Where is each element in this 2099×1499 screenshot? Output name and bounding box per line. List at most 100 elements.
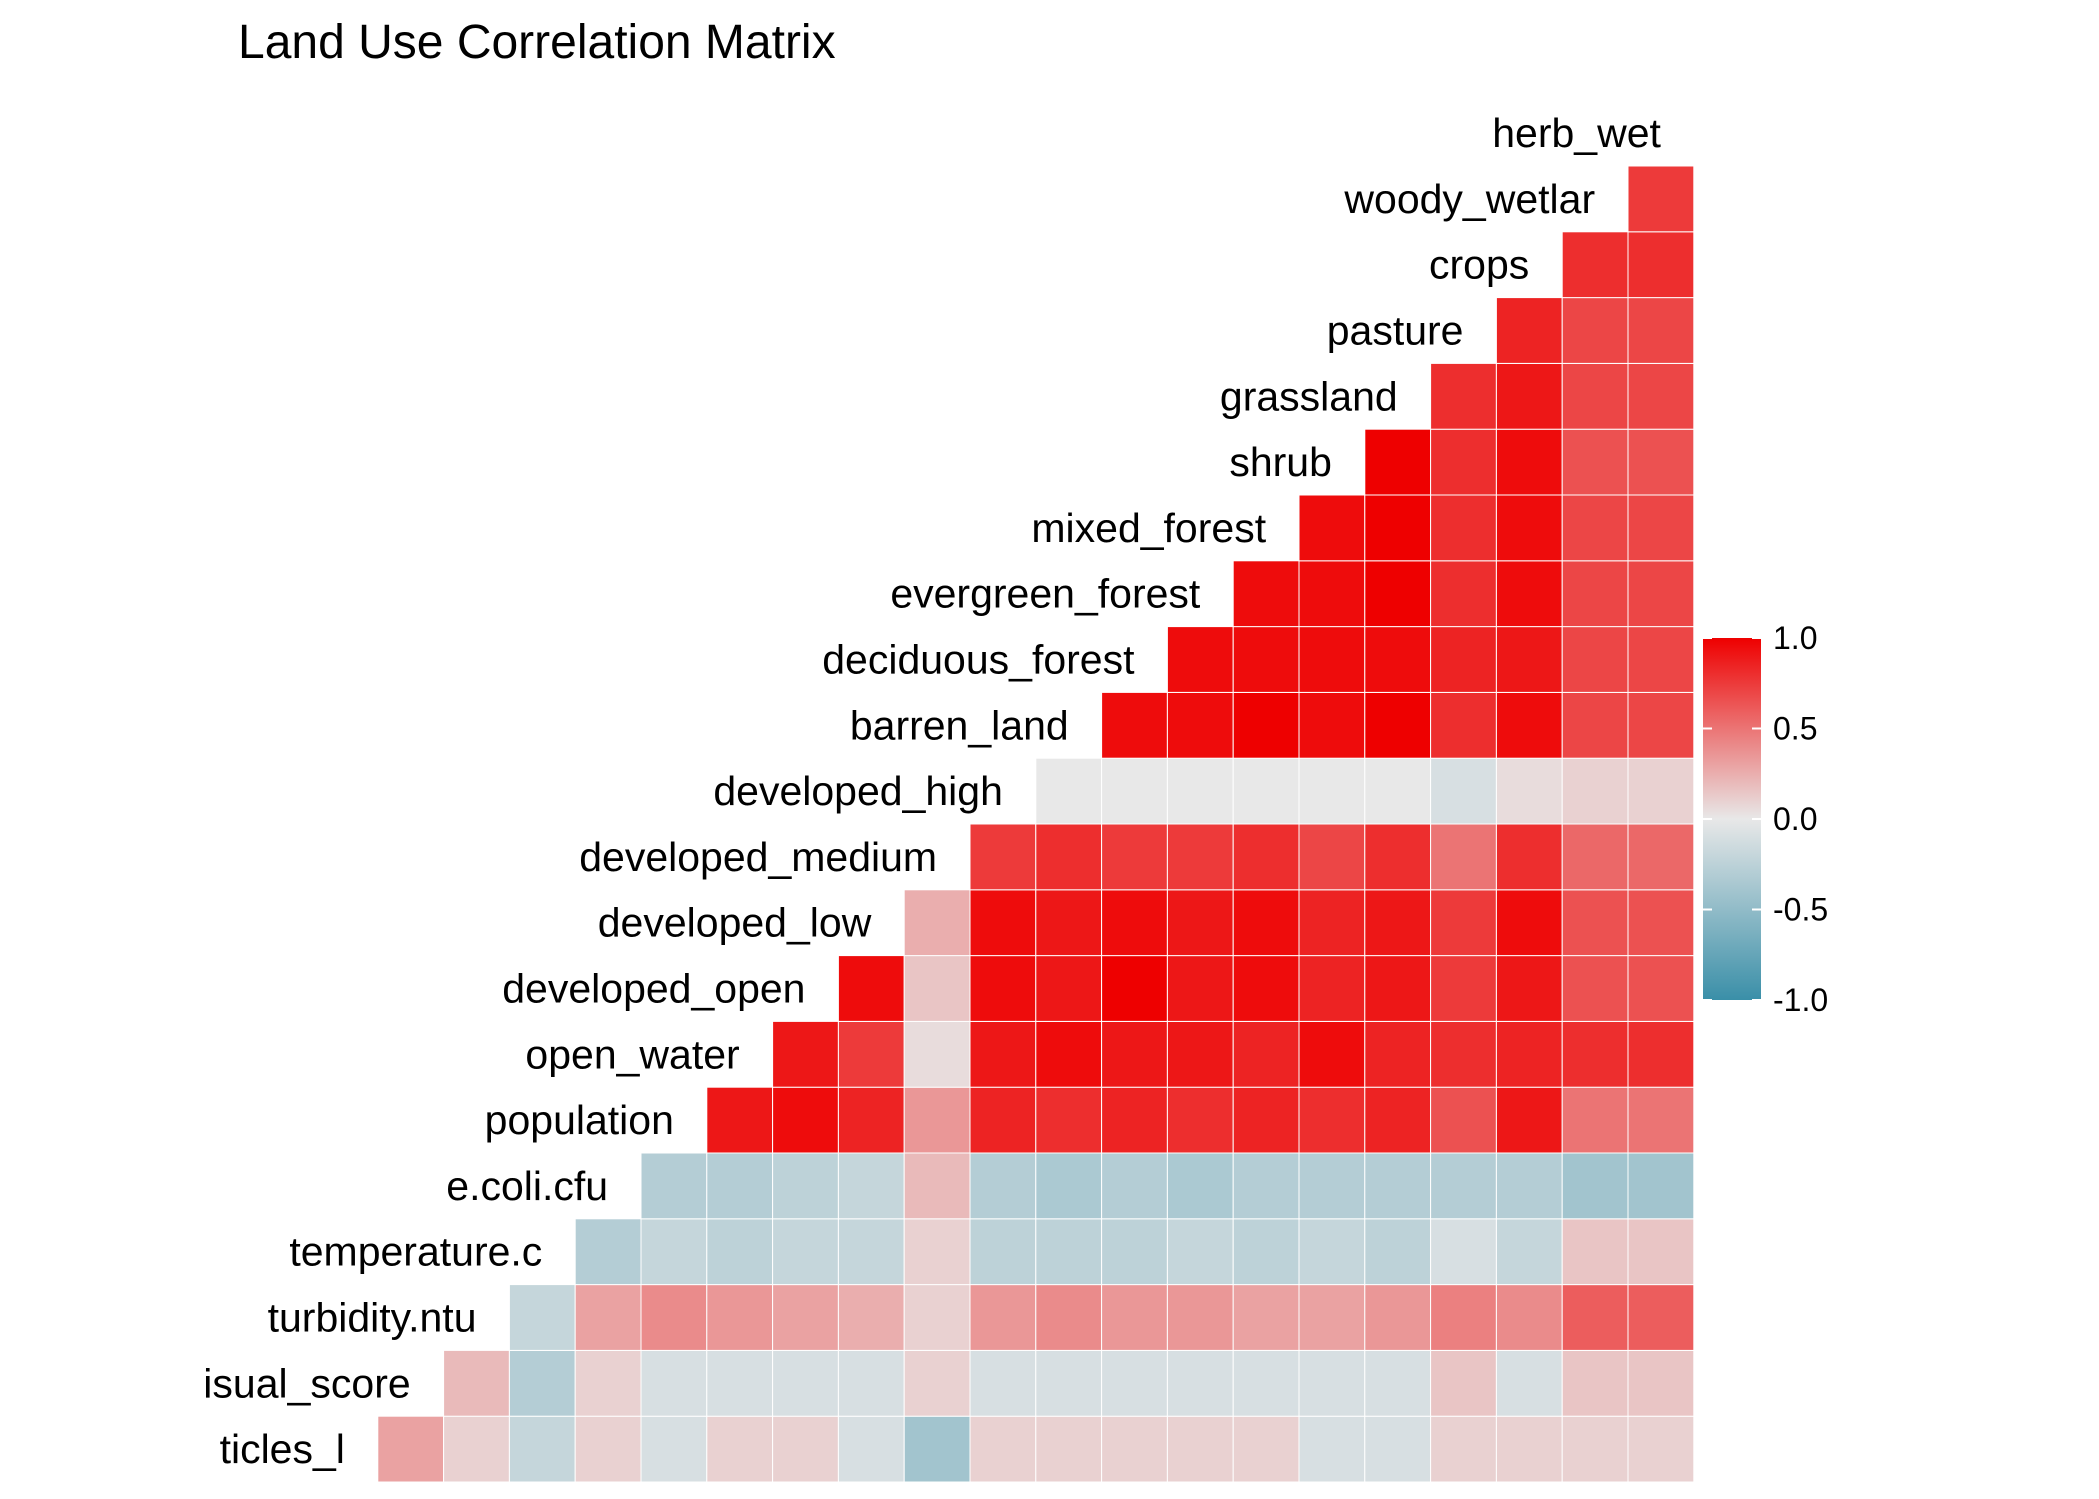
heatmap-cell-developed_low-pasture [1430, 889, 1497, 957]
heatmap-cell-ticles_l-deciduous_forest [1101, 1415, 1168, 1483]
legend-tick-label: -1.0 [1773, 982, 1828, 1018]
heatmap-cell-isual_score-pasture [1430, 1349, 1497, 1417]
heatmap-cell-developed_open-crops [1495, 955, 1563, 1022]
heatmap-cell-ticles_l-isual_score [377, 1415, 445, 1483]
heatmap-cell-e.coli.cfu-developed_open [772, 1152, 839, 1220]
heatmap-cell-population-deciduous_forest [1101, 1086, 1168, 1154]
heatmap-cell-turbidity.ntu-deciduous_forest [1101, 1284, 1168, 1351]
heatmap-cell-developed_low-mixed_forest [1232, 889, 1300, 957]
heatmap-cell-deciduous_forest-herb_wet [1627, 626, 1695, 693]
heatmap-cell-open_water-developed_high [969, 1020, 1037, 1088]
color-legend: 1.0 0.5 0.0 -0.5 -1.0 [1703, 620, 1828, 1018]
heatmap-cell-mixed_forest-woody_wetlar [1561, 494, 1629, 562]
heatmap-cell-turbidity.ntu-barren_land [1035, 1284, 1103, 1351]
heatmap-cell-pasture-woody_wetlar [1561, 297, 1629, 364]
heatmap-cell-isual_score-open_water [706, 1349, 774, 1417]
heatmap-cell-shrub-woody_wetlar [1561, 428, 1629, 496]
variable-label-herb_wet: herb_wet [1492, 110, 1661, 156]
heatmap-cell-population-mixed_forest [1232, 1086, 1300, 1154]
heatmap-cell-temperature.c-crops [1495, 1218, 1563, 1286]
heatmap-cell-population-shrub [1298, 1086, 1366, 1154]
heatmap-cell-developed_high-herb_wet [1627, 757, 1695, 825]
heatmap-cell-deciduous_forest-mixed_forest [1232, 626, 1300, 693]
heatmap-cell-e.coli.cfu-mixed_forest [1232, 1152, 1300, 1220]
heatmap-cell-e.coli.cfu-pasture [1430, 1152, 1497, 1220]
heatmap-cell-temperature.c-mixed_forest [1232, 1218, 1300, 1286]
heatmap-cell-barren_land-grassland [1364, 691, 1432, 759]
heatmap-cell-developed_high-crops [1495, 757, 1563, 825]
heatmap-cell-crops-herb_wet [1627, 231, 1695, 299]
heatmap-cell-mixed_forest-grassland [1364, 494, 1432, 562]
heatmap-cell-turbidity.ntu-mixed_forest [1232, 1284, 1300, 1351]
heatmap-cell-e.coli.cfu-deciduous_forest [1101, 1152, 1168, 1220]
heatmap-cell-developed_high-evergreen_forest [1166, 757, 1234, 825]
heatmap-cell-population-herb_wet [1627, 1086, 1695, 1154]
heatmap-cell-e.coli.cfu-grassland [1364, 1152, 1432, 1220]
heatmap-cell-temperature.c-grassland [1364, 1218, 1432, 1286]
heatmap-cell-developed_high-deciduous_forest [1101, 757, 1168, 825]
heatmap-cell-e.coli.cfu-developed_medium [903, 1152, 971, 1220]
heatmap-cell-developed_medium-barren_land [1035, 823, 1103, 891]
heatmap-cell-population-developed_low [837, 1086, 905, 1154]
heatmap-cell-temperature.c-population [640, 1218, 708, 1286]
heatmap-cell-barren_land-evergreen_forest [1166, 691, 1234, 759]
heatmap-cell-temperature.c-developed_medium [903, 1218, 971, 1286]
heatmap-cell-developed_high-barren_land [1035, 757, 1103, 825]
heatmap-cell-ticles_l-crops [1495, 1415, 1563, 1483]
heatmap-cell-evergreen_forest-grassland [1364, 560, 1432, 628]
heatmap-cell-ticles_l-open_water [706, 1415, 774, 1483]
heatmap-cell-developed_medium-herb_wet [1627, 823, 1695, 891]
heatmap-cell-developed_high-pasture [1430, 757, 1497, 825]
variable-label-ticles_l: ticles_l [220, 1426, 345, 1472]
heatmap-cell-grassland-pasture [1430, 362, 1497, 430]
heatmap-cell-e.coli.cfu-evergreen_forest [1166, 1152, 1234, 1220]
heatmap-cell-turbidity.ntu-open_water [706, 1284, 774, 1351]
heatmap-cell-turbidity.ntu-crops [1495, 1284, 1563, 1351]
heatmap-cell-barren_land-herb_wet [1627, 691, 1695, 759]
heatmap-cell-developed_high-woody_wetlar [1561, 757, 1629, 825]
heatmap-cell-temperature.c-pasture [1430, 1218, 1497, 1286]
heatmap-cell-developed_low-developed_high [969, 889, 1037, 957]
heatmap-cell-developed_open-evergreen_forest [1166, 955, 1234, 1022]
heatmap-cell-temperature.c-developed_low [837, 1218, 905, 1286]
variable-label-developed_low: developed_low [598, 900, 872, 946]
heatmap-cell-turbidity.ntu-developed_medium [903, 1284, 971, 1351]
heatmap-cell-ticles_l-grassland [1364, 1415, 1432, 1483]
heatmap-cell-developed_open-woody_wetlar [1561, 955, 1629, 1022]
heatmap-cell-e.coli.cfu-shrub [1298, 1152, 1366, 1220]
heatmap-cell-deciduous_forest-woody_wetlar [1561, 626, 1629, 693]
variable-label-woody_wetlar: woody_wetlar [1343, 176, 1595, 222]
heatmap-cell-open_water-developed_medium [903, 1020, 971, 1088]
heatmap-cell-population-pasture [1430, 1086, 1497, 1154]
heatmap-cell-open_water-barren_land [1035, 1020, 1103, 1088]
heatmap-cell-isual_score-developed_high [969, 1349, 1037, 1417]
heatmap-cell-developed_open-developed_high [969, 955, 1037, 1022]
variable-label-grassland: grassland [1220, 373, 1398, 419]
heatmap-cell-developed_medium-pasture [1430, 823, 1497, 891]
heatmap-cell-developed_high-grassland [1364, 757, 1432, 825]
heatmap-cell-mixed_forest-pasture [1430, 494, 1497, 562]
heatmap-cell-shrub-grassland [1364, 428, 1432, 496]
heatmap-cell-ticles_l-developed_high [969, 1415, 1037, 1483]
heatmap-cell-isual_score-woody_wetlar [1561, 1349, 1629, 1417]
heatmap-cell-open_water-evergreen_forest [1166, 1020, 1234, 1088]
heatmap-cell-barren_land-shrub [1298, 691, 1366, 759]
heatmap-cell-population-developed_medium [903, 1086, 971, 1154]
heatmap-cell-barren_land-deciduous_forest [1101, 691, 1168, 759]
heatmap-cell-isual_score-evergreen_forest [1166, 1349, 1234, 1417]
variable-label-population: population [485, 1097, 674, 1143]
heatmap-cell-developed_low-crops [1495, 889, 1563, 957]
heatmap-cell-turbidity.ntu-woody_wetlar [1561, 1284, 1629, 1351]
heatmap-cell-developed_open-mixed_forest [1232, 955, 1300, 1022]
heatmap-cell-e.coli.cfu-herb_wet [1627, 1152, 1695, 1220]
heatmap-cell-isual_score-temperature.c [508, 1349, 576, 1417]
heatmap-cell-pasture-crops [1495, 297, 1563, 364]
heatmap-cell-grassland-crops [1495, 362, 1563, 430]
heatmap-cell-developed_medium-developed_high [969, 823, 1037, 891]
heatmap-cell-ticles_l-herb_wet [1627, 1415, 1695, 1483]
heatmap-cell-open_water-woody_wetlar [1561, 1020, 1629, 1088]
variable-label-isual_score: isual_score [203, 1360, 410, 1406]
heatmap-cell-developed_open-shrub [1298, 955, 1366, 1022]
heatmap-cell-population-barren_land [1035, 1086, 1103, 1154]
legend-tick-label: 0.0 [1773, 801, 1817, 837]
